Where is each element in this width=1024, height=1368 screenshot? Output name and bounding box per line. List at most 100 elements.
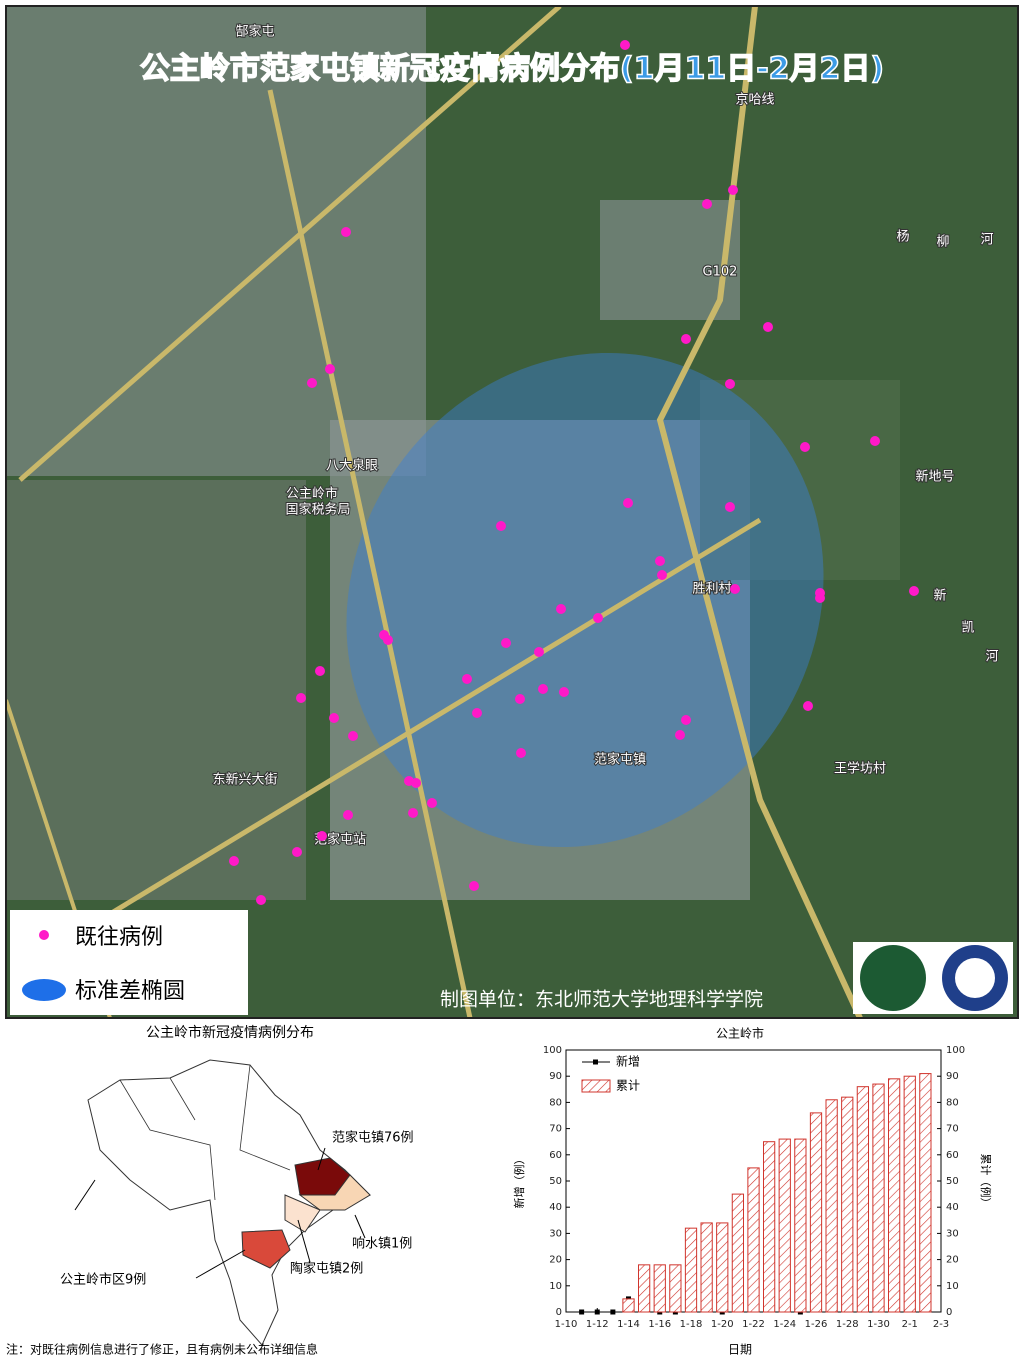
bar xyxy=(919,1073,932,1313)
case-dot xyxy=(681,334,691,344)
place-label: 胜利村 xyxy=(692,582,731,597)
case-dot xyxy=(383,635,393,645)
x-tick-label: 1-12 xyxy=(586,1319,609,1330)
y-tick-label: 80 xyxy=(549,1097,562,1108)
y-axis-title: 新增（例） xyxy=(512,1154,526,1209)
x-tick-label: 1-16 xyxy=(648,1319,671,1330)
place-label: 柳 xyxy=(936,235,949,250)
note: 注：对既往病例信息进行了修正，且有病例未公布详细信息 xyxy=(6,1342,318,1357)
legend-label: 新增 xyxy=(616,1054,640,1069)
y2-tick-label: 40 xyxy=(946,1202,959,1213)
bar xyxy=(669,1264,682,1313)
case-dot xyxy=(593,613,603,623)
y2-tick-label: 100 xyxy=(946,1045,965,1056)
x-tick-label: 1-20 xyxy=(711,1319,734,1330)
case-dot xyxy=(675,730,685,740)
credit: 制图单位：东北师范大学地理科学学院 xyxy=(440,989,763,1011)
x-tick-label: 2-3 xyxy=(933,1319,949,1330)
case-dot xyxy=(296,693,306,703)
inset-label: 陶家屯镇2例 xyxy=(290,1261,363,1277)
legend-label: 累计 xyxy=(616,1079,640,1093)
inset-outline xyxy=(87,1059,371,1346)
case-dot xyxy=(702,199,712,209)
place-label: 新地号 xyxy=(915,469,954,485)
y2-tick-label: 20 xyxy=(946,1255,959,1266)
y2-tick-label: 0 xyxy=(946,1307,952,1318)
y2-tick-label: 10 xyxy=(946,1281,959,1292)
y-tick-label: 60 xyxy=(549,1150,562,1161)
case-dot xyxy=(800,442,810,452)
place-label: 凯 xyxy=(961,621,974,636)
bar xyxy=(700,1222,713,1313)
y2-axis-title: 累计（例） xyxy=(979,1154,993,1209)
std-ellipse xyxy=(346,352,824,848)
x-tick-label: 1-10 xyxy=(555,1319,578,1330)
map-background xyxy=(6,6,1018,1018)
x-tick-label: 1-26 xyxy=(805,1319,828,1330)
bar xyxy=(684,1227,698,1313)
bar xyxy=(747,1167,760,1313)
bar xyxy=(903,1075,916,1313)
case-dot xyxy=(408,808,418,818)
case-dot xyxy=(728,185,738,195)
map-title: 公主岭市范家屯镇新冠疫情病例分布(1月11日-2月2日) xyxy=(140,52,884,87)
x-tick-label: 1-22 xyxy=(742,1319,765,1330)
y2-tick-label: 90 xyxy=(946,1071,959,1082)
x-tick-label: 1-18 xyxy=(680,1319,703,1330)
legend-dot xyxy=(39,930,49,940)
place-label: 东新兴大街 xyxy=(212,772,277,788)
case-dot xyxy=(620,40,630,50)
case-dot xyxy=(292,847,302,857)
place-label: G102 xyxy=(703,265,738,280)
legend-swatch xyxy=(593,1059,598,1065)
bar xyxy=(731,1193,744,1313)
x-tick-label: 2-1 xyxy=(902,1319,918,1330)
legend-label: 标准差椭圆 xyxy=(75,979,185,1004)
bar xyxy=(778,1138,791,1313)
place-label: 河 xyxy=(980,233,993,248)
case-dot xyxy=(909,586,919,596)
case-dot xyxy=(329,713,339,723)
case-dot xyxy=(870,436,880,446)
y2-tick-label: 80 xyxy=(946,1097,959,1108)
legend-ellipse xyxy=(22,979,66,1001)
y-tick-label: 10 xyxy=(549,1281,562,1292)
bar xyxy=(638,1264,651,1313)
case-dot xyxy=(229,856,239,866)
place-label: 河 xyxy=(985,650,998,665)
case-dot xyxy=(556,604,566,614)
case-dot xyxy=(803,701,813,711)
y-tick-label: 100 xyxy=(543,1045,562,1056)
x-tick-label: 1-30 xyxy=(867,1319,890,1330)
legend-label: 既往病例 xyxy=(75,925,163,950)
case-dot xyxy=(469,881,479,891)
y-tick-label: 0 xyxy=(556,1307,562,1318)
case-dot xyxy=(623,498,633,508)
y-tick-label: 70 xyxy=(549,1124,562,1135)
x-tick-label: 1-24 xyxy=(773,1319,796,1330)
place-label: 新 xyxy=(933,588,946,604)
inset-label: 响水镇1例 xyxy=(352,1236,412,1252)
place-label: 杨 xyxy=(896,230,909,245)
y-tick-label: 40 xyxy=(549,1202,562,1213)
case-dot xyxy=(472,708,482,718)
inset-label: 公主岭市区9例 xyxy=(60,1272,146,1288)
logo xyxy=(860,945,926,1011)
place-label: 京哈线 xyxy=(735,93,774,108)
case-dot xyxy=(427,798,437,808)
case-dot xyxy=(657,570,667,580)
case-dot xyxy=(348,731,358,741)
case-dot xyxy=(725,379,735,389)
case-dot xyxy=(815,593,825,603)
bar xyxy=(622,1298,635,1313)
bar xyxy=(872,1083,885,1313)
x-tick-label: 1-28 xyxy=(836,1319,859,1330)
place-label: 八大泉眼 xyxy=(326,458,378,474)
place-label: 王学坊村 xyxy=(834,761,886,777)
y2-tick-label: 60 xyxy=(946,1150,959,1161)
case-dot xyxy=(256,895,266,905)
place-label: 范家屯镇 xyxy=(594,752,646,768)
bar xyxy=(856,1086,869,1313)
legend-swatch xyxy=(581,1079,611,1093)
